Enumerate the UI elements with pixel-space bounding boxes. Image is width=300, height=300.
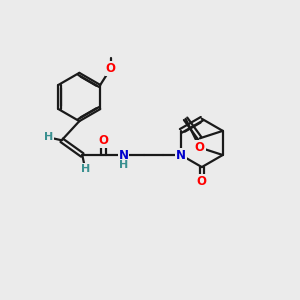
Text: O: O: [195, 141, 205, 154]
Text: H: H: [81, 164, 90, 174]
Text: O: O: [106, 62, 116, 75]
Text: H: H: [44, 132, 53, 142]
Text: O: O: [197, 175, 207, 188]
Text: H: H: [119, 160, 128, 170]
Text: N: N: [176, 148, 186, 161]
Text: N: N: [118, 148, 128, 161]
Text: O: O: [98, 134, 109, 147]
Text: N: N: [176, 148, 186, 161]
